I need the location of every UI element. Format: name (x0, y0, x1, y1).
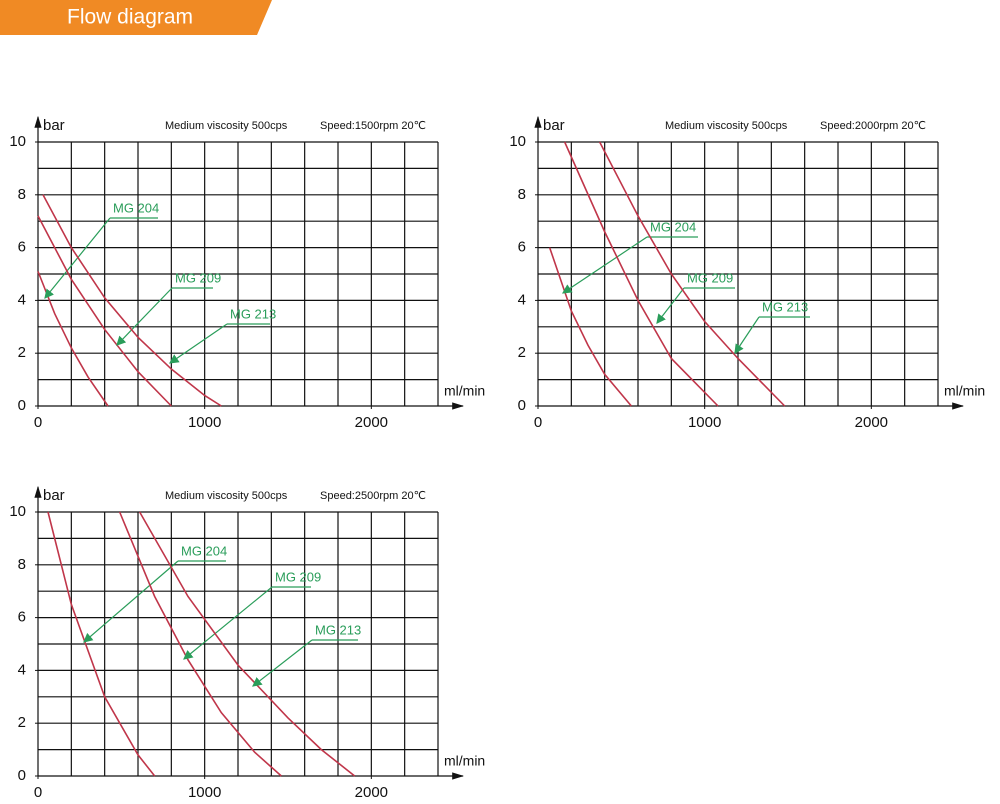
y-tick-label: 8 (18, 186, 26, 203)
y-tick-label: 6 (518, 239, 526, 256)
series-line (37, 271, 109, 407)
chart: 0 2 4 6 8 10 0 1000 2000 bar ml/min Medium viscosit… (9, 485, 485, 801)
series-label: MG 204 (113, 200, 159, 215)
y-tick-label: 2 (18, 344, 26, 361)
y-tick-label: 2 (18, 714, 26, 731)
series-label: MG 213 (762, 299, 808, 314)
series-label: MG 209 (275, 569, 321, 584)
series-label: MG 213 (230, 306, 276, 321)
series-label: MG 209 (687, 270, 733, 285)
x-tick-label: 0 (534, 414, 542, 431)
series-line (118, 511, 282, 777)
y-tick-label: 10 (9, 133, 26, 150)
x-tick-label: 1000 (188, 414, 221, 431)
x-tick-label: 2000 (355, 784, 388, 801)
series-line (37, 215, 172, 407)
y-tick-label: 4 (18, 291, 26, 308)
subtitle: Medium viscosity 500cps (665, 120, 788, 132)
label-arrow (183, 586, 273, 660)
series-label: MG 204 (650, 219, 696, 234)
header-banner (0, 0, 272, 35)
subtitle: Medium viscosity 500cps (165, 490, 288, 502)
x-axis-label: ml/min (944, 383, 985, 399)
series-label: MG 204 (181, 543, 227, 558)
speed-label: Speed:2000rpm 20℃ (820, 120, 926, 132)
speed-label: Speed:2500rpm 20℃ (320, 490, 426, 502)
x-axis-label: ml/min (444, 383, 485, 399)
label-arrow (734, 316, 760, 354)
y-tick-label: 0 (18, 397, 26, 414)
y-tick-label: 2 (518, 344, 526, 361)
y-tick-label: 6 (18, 609, 26, 626)
x-tick-label: 0 (34, 784, 42, 801)
label-arrow (116, 287, 173, 346)
y-tick-label: 0 (18, 767, 26, 784)
x-tick-label: 2000 (855, 414, 888, 431)
y-axis-label: bar (43, 117, 65, 134)
label-arrow (169, 323, 228, 364)
label-arrow (83, 560, 179, 643)
series-line (138, 511, 356, 777)
header-title: Flow diagram (67, 6, 193, 29)
series-line (42, 194, 222, 407)
y-tick-label: 4 (518, 291, 526, 308)
y-axis-label: bar (543, 117, 565, 134)
chart: 0 2 4 6 8 10 0 1000 2000 bar ml/min Medium viscosit… (509, 115, 985, 431)
x-tick-label: 2000 (355, 414, 388, 431)
label-arrow (562, 236, 648, 294)
series-line (47, 511, 156, 777)
x-tick-label: 1000 (688, 414, 721, 431)
series-label: MG 213 (315, 622, 361, 637)
series-label: MG 209 (175, 270, 221, 285)
x-tick-label: 1000 (188, 784, 221, 801)
y-tick-label: 4 (18, 661, 26, 678)
x-tick-label: 0 (34, 414, 42, 431)
speed-label: Speed:1500rpm 20℃ (320, 120, 426, 132)
y-tick-label: 10 (509, 133, 526, 150)
y-tick-label: 8 (518, 186, 526, 203)
subtitle: Medium viscosity 500cps (165, 120, 288, 132)
y-tick-label: 0 (518, 397, 526, 414)
y-tick-label: 6 (18, 239, 26, 256)
series-line (598, 141, 786, 407)
y-tick-label: 10 (9, 503, 26, 520)
x-axis-label: ml/min (444, 753, 485, 769)
series-line (563, 141, 719, 407)
label-arrow (252, 639, 313, 687)
chart: 0 2 4 6 8 10 0 1000 2000 bar ml/min Medium viscosit… (9, 115, 485, 431)
label-arrow (656, 287, 685, 324)
y-axis-label: bar (43, 487, 65, 504)
y-tick-label: 8 (18, 556, 26, 573)
